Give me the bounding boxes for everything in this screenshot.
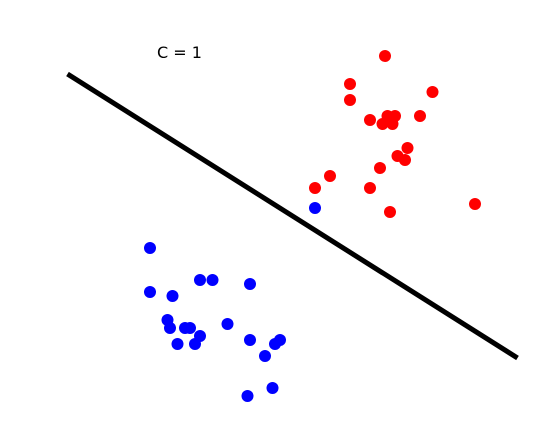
red-point-1 (344, 78, 356, 90)
red-point-10 (386, 118, 399, 130)
red-point-17 (364, 182, 376, 194)
red-point-2 (379, 50, 391, 62)
red-point-6 (364, 114, 376, 126)
red-point-11 (414, 110, 426, 122)
blue-point-12 (221, 318, 234, 330)
blue-point-13 (171, 338, 184, 350)
blue-point-21 (266, 382, 279, 394)
blue-point-20 (241, 390, 254, 402)
blue-point-17 (259, 350, 271, 362)
data-points (144, 50, 481, 402)
blue-point-1 (309, 202, 321, 214)
red-point-4 (324, 170, 336, 182)
blue-point-16 (244, 334, 256, 346)
blue-point-15 (189, 338, 201, 350)
blue-point-7 (244, 278, 256, 290)
red-point-19 (469, 198, 481, 210)
blue-point-6 (206, 274, 219, 286)
blue-point-11 (184, 322, 196, 334)
blue-point-19 (274, 334, 286, 346)
parameter-annotation: C = 1 (157, 43, 202, 62)
red-point-16 (374, 162, 386, 174)
blue-point-5 (194, 274, 206, 286)
blue-point-9 (164, 322, 176, 334)
blue-point-2 (144, 242, 156, 254)
blue-point-4 (166, 290, 179, 302)
red-point-14 (399, 154, 411, 166)
red-point-5 (309, 182, 321, 194)
red-point-12 (426, 86, 439, 98)
red-point-15 (401, 142, 414, 154)
red-point-3 (344, 94, 356, 106)
red-point-18 (384, 206, 396, 218)
decision-boundary-line (66, 71, 519, 361)
blue-point-3 (144, 286, 156, 298)
